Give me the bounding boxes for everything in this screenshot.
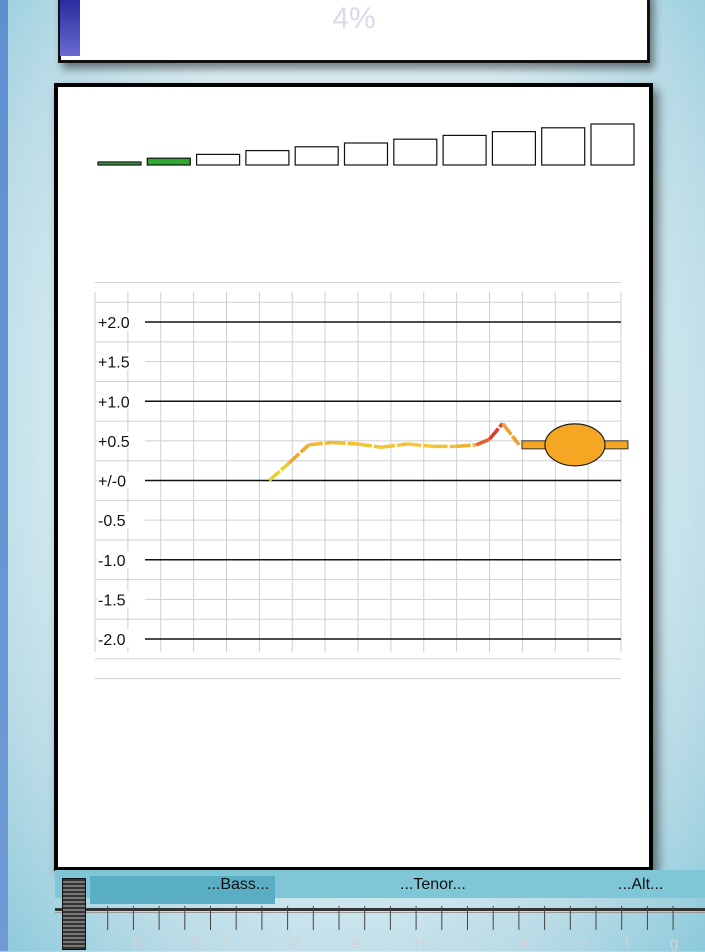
ruler-axis <box>55 908 705 911</box>
ruler-ticks <box>81 906 674 930</box>
level-meter-bar <box>146 157 191 166</box>
note-label: D <box>132 935 143 952</box>
level-meter-bar <box>245 149 290 166</box>
voice-label-alt: ...Alt... <box>618 876 664 893</box>
pitch-segment <box>456 443 477 449</box>
y-tick-label: -1.0 <box>98 553 126 570</box>
level-meter-bar <box>196 153 241 166</box>
level-meter-bar <box>442 134 487 166</box>
progress-fill <box>60 0 80 56</box>
pitch-segment <box>475 437 491 447</box>
note-label: d <box>520 935 529 952</box>
level-meter-bar <box>343 142 389 166</box>
voice-label-bass: ...Bass... <box>207 876 270 893</box>
y-tick-label: +1.0 <box>98 394 130 411</box>
note-label: A <box>350 935 361 952</box>
pitch-segment <box>407 442 434 449</box>
y-tick-label: -1.5 <box>98 592 126 609</box>
ruler-axis-shadow <box>55 912 705 913</box>
note-label: c <box>470 935 478 952</box>
pitch-segment <box>331 440 359 446</box>
tick-label-bg <box>97 630 145 647</box>
pitch-segment <box>488 422 504 441</box>
voice-label-tenor: ...Tenor... <box>400 876 466 893</box>
tick-label-bg <box>97 313 145 330</box>
pitch-segment <box>268 461 291 482</box>
note-label: G <box>288 935 300 952</box>
progress-label: 4% <box>332 2 376 35</box>
level-meter <box>97 123 635 166</box>
y-tick-label: +2.0 <box>98 315 130 332</box>
tick-label-bg <box>97 550 145 568</box>
tick-label-bg <box>97 392 145 410</box>
y-tick-label: +1.5 <box>98 355 130 372</box>
left-edge-strip <box>0 0 8 951</box>
level-meter-bar <box>590 123 635 166</box>
y-tick-label: +/-0 <box>98 474 126 491</box>
note-label: g <box>670 935 679 952</box>
range-slider-handle[interactable] <box>62 878 86 950</box>
tick-label-bg <box>97 511 145 529</box>
progress-panel: 4% <box>58 0 650 63</box>
pitch-panel: +2.0 +1.5 +1.0 +0.5 +/-0 -0.5 -1.0 -1.5 -2.0 <box>54 83 653 871</box>
y-tick-label: -0.5 <box>98 513 126 530</box>
level-meter-bar <box>541 127 586 166</box>
tick-label-bg <box>97 431 145 449</box>
pitch-segment <box>380 442 408 449</box>
pitch-segment <box>501 422 521 446</box>
note-label: f <box>625 935 630 952</box>
note-label: H <box>415 935 426 952</box>
level-meter-bar <box>294 146 339 166</box>
level-meter-bar <box>491 130 536 166</box>
pitch-segment <box>357 442 382 449</box>
range-band-selected <box>90 876 275 904</box>
level-meter-bar <box>393 138 438 166</box>
tick-label-bg <box>97 590 145 608</box>
note-label: E <box>192 935 203 952</box>
pitch-segment <box>287 443 310 465</box>
pitch-segment <box>308 440 332 447</box>
note-label: F <box>222 935 232 952</box>
y-tick-label: -2.0 <box>98 632 126 649</box>
y-tick-label: +0.5 <box>98 434 130 451</box>
pitch-chart: +2.0 +1.5 +1.0 +0.5 +/-0 -0.5 -1.0 -1.5 -2.0 <box>94 282 629 680</box>
level-meter-bar <box>97 161 142 166</box>
tick-label-bg <box>97 471 145 489</box>
current-note-marker <box>544 423 606 467</box>
tick-label-bg <box>97 352 145 370</box>
note-label: e <box>580 935 589 952</box>
